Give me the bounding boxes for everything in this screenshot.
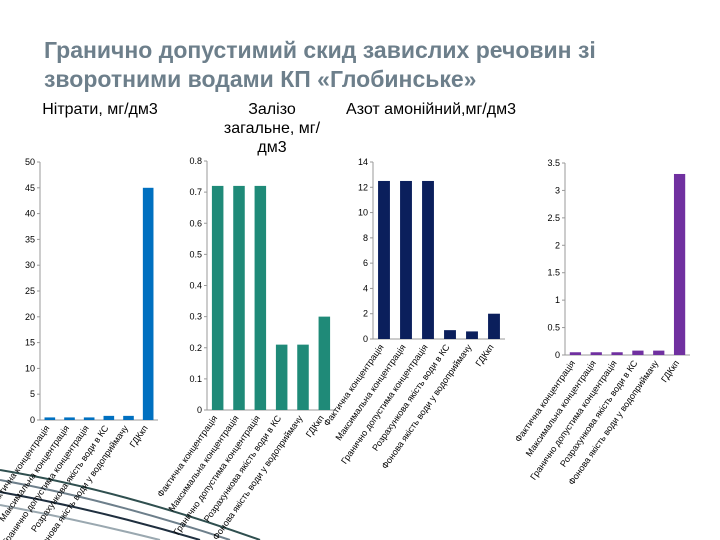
bar [142, 187, 154, 420]
bar [103, 415, 115, 420]
y-tick-label: 3 [555, 185, 560, 195]
y-tick-label: 0 [197, 405, 202, 415]
bar [123, 415, 134, 420]
y-tick-label: 0 [555, 350, 560, 360]
bar [83, 417, 95, 420]
bar [378, 180, 390, 339]
bar [64, 417, 75, 420]
y-tick-label: 8 [363, 233, 368, 243]
x-tick-label: Гранично допустима концентрація [339, 342, 430, 465]
y-tick-label: 4 [363, 283, 368, 293]
y-tick-label: 15 [25, 338, 35, 348]
slide-title: Гранично допустимий скид завислих речови… [44, 37, 596, 92]
y-tick-label: 0.7 [189, 187, 202, 197]
bar [254, 185, 267, 410]
chart-title: Залізо загальне, мг/дм3 [223, 101, 321, 156]
y-tick-label: 0 [30, 415, 35, 425]
bar [318, 316, 331, 410]
y-tick-label: 1 [555, 295, 560, 305]
bar [233, 185, 245, 410]
chart-title: Азот амонійний,мг/дм3 [346, 101, 516, 118]
y-tick-label: 2.5 [547, 213, 560, 223]
y-tick-label: 0.5 [547, 323, 560, 333]
y-tick-label: 0 [363, 334, 368, 344]
y-tick-label: 12 [358, 182, 368, 192]
y-tick-label: 0.8 [189, 156, 202, 166]
x-tick-label: ГДКкп [304, 413, 326, 439]
bar [569, 352, 582, 355]
y-tick-label: 14 [358, 157, 368, 167]
bar [297, 344, 309, 410]
bar [44, 417, 56, 420]
bar [611, 352, 623, 355]
y-tick-label: 0.4 [189, 281, 202, 291]
bar [275, 344, 288, 410]
y-tick-label: 1.5 [547, 268, 560, 278]
y-tick-label: 20 [25, 312, 35, 322]
y-tick-label: 10 [358, 208, 368, 218]
y-tick-label: 0.1 [189, 374, 202, 384]
x-tick-label: Гранично допустима концентрація [171, 413, 262, 536]
x-tick-label: ГДКкп [128, 423, 150, 449]
y-tick-label: 0.2 [189, 343, 202, 353]
chart-title: Нітрати, мг/дм3 [42, 101, 158, 118]
bar [211, 185, 224, 410]
y-tick-label: 10 [25, 363, 35, 373]
x-tick-label: Гранично допустима концентрація [528, 358, 619, 481]
y-tick-label: 0.6 [189, 218, 202, 228]
y-tick-label: 45 [25, 183, 35, 193]
y-tick-label: 2 [555, 240, 560, 250]
y-tick-label: 0.3 [189, 312, 202, 322]
y-tick-label: 30 [25, 260, 35, 270]
y-tick-label: 0.5 [189, 249, 202, 259]
y-tick-label: 3.5 [547, 158, 560, 168]
bar [422, 180, 434, 339]
y-tick-label: 5 [30, 389, 35, 399]
y-tick-label: 2 [363, 309, 368, 319]
bar [444, 330, 456, 339]
bar [632, 350, 644, 355]
bar [673, 173, 686, 355]
bar [466, 331, 478, 339]
bar [400, 180, 412, 339]
y-tick-label: 6 [363, 258, 368, 268]
x-tick-label: ГДКкп [659, 358, 681, 384]
bar [653, 350, 665, 355]
bar [488, 313, 500, 339]
x-tick-label: ГДКкп [473, 342, 495, 368]
y-tick-label: 25 [25, 286, 35, 296]
y-tick-label: 40 [25, 209, 35, 219]
y-tick-label: 35 [25, 234, 35, 244]
y-tick-label: 50 [25, 157, 35, 167]
bar [590, 352, 602, 355]
decoration [0, 469, 261, 540]
